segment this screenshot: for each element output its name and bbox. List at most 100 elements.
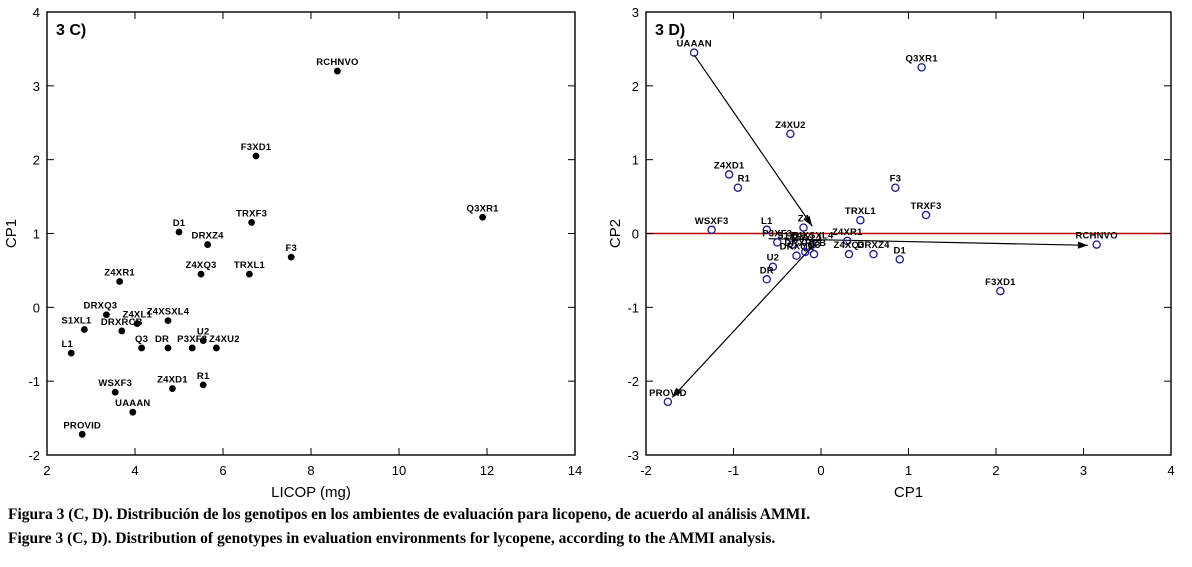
point-label: F3XD1 (241, 142, 272, 153)
point-label: S1XL1 (61, 315, 92, 326)
point-label: WSXF3 (98, 378, 132, 389)
point-label: Z4XR1 (104, 267, 135, 278)
point-label: DR (760, 265, 774, 276)
point-label: D1 (173, 218, 186, 229)
data-point-marker (799, 223, 808, 232)
vector-arrowhead-icon (672, 387, 682, 398)
point-label: TRXF3 (236, 208, 267, 219)
caption-english: Figure 3 (C, D). Distribution of genotyp… (8, 530, 776, 548)
x-tick-label: -2 (640, 463, 652, 478)
data-point-marker (733, 183, 743, 192)
x-axis-label: CP1 (894, 484, 923, 501)
x-tick-label: 12 (480, 463, 494, 478)
y-tick-label: 3 (632, 5, 639, 20)
data-point-marker (334, 67, 341, 75)
y-tick-label: 2 (33, 153, 40, 168)
y-axis-label: CP2 (607, 219, 624, 248)
point-label: U2 (767, 253, 780, 264)
point-label: R1 (738, 174, 751, 185)
data-point-marker (803, 242, 813, 252)
data-point-marker (116, 278, 123, 285)
data-point-marker (1092, 240, 1101, 249)
point-label: DRXQ3 (780, 242, 814, 253)
point-label: Z4XD1 (157, 375, 188, 386)
scatter-plot-3d: -2 -1 0 1 2 3 4-3-2-10123UAAANQ3XR1Z4XU2Z4XD1R… (607, 5, 1175, 501)
data-point-marker (199, 381, 207, 389)
point-label: Z4XQ3 (185, 260, 216, 271)
data-point-marker (287, 253, 295, 261)
data-point-marker (792, 251, 801, 260)
point-label: Z4XQ3 (833, 240, 864, 251)
point-label: Q3XR1 (467, 203, 500, 214)
vector-arrowhead-icon (803, 215, 813, 227)
data-point-marker (164, 344, 172, 352)
data-point-marker (246, 270, 253, 278)
vector-arrowhead-icon (1077, 241, 1088, 249)
data-point-marker (689, 48, 699, 57)
point-label: Z4XD1 (714, 160, 745, 171)
y-tick-label: -3 (627, 448, 639, 463)
data-point-marker (199, 337, 207, 344)
y-tick-label: 3 (33, 79, 40, 94)
data-point-marker (78, 430, 86, 438)
data-point-marker (67, 349, 75, 357)
point-label: Z4XL1 (122, 310, 152, 321)
environment-vector (693, 54, 813, 227)
data-point-marker (248, 219, 256, 226)
x-tick-label: -1 (728, 463, 740, 478)
y-tick-label: -1 (627, 300, 639, 315)
data-point-marker (129, 408, 137, 416)
data-point-marker (133, 320, 141, 327)
data-point-marker (663, 397, 673, 407)
point-label: Z4 (798, 214, 810, 225)
data-point-marker (204, 241, 212, 248)
point-label: DRXZ4 (857, 240, 890, 251)
data-point-marker (996, 286, 1005, 296)
point-label: S1XL1 (777, 231, 808, 242)
data-point-marker (809, 249, 819, 259)
point-label: PROVID (649, 388, 687, 399)
y-tick-label: 1 (632, 153, 639, 168)
point-label: F3 (285, 243, 297, 254)
x-tick-label: 2 (43, 463, 50, 478)
x-tick-label: 8 (307, 463, 314, 478)
point-label: Z4XL1 (793, 233, 823, 244)
y-tick-label: -2 (627, 374, 639, 389)
environment-vector (671, 236, 822, 398)
point-label: Z4XSXL4 (791, 231, 834, 242)
y-tick-label: 2 (632, 79, 639, 94)
data-point-marker (213, 344, 220, 352)
x-tick-label: 2 (992, 463, 999, 478)
data-point-marker (762, 225, 771, 235)
data-point-marker (724, 170, 734, 179)
data-point-marker (188, 344, 196, 352)
y-axis-label: CP1 (3, 219, 20, 248)
point-label: DRXRCB (101, 317, 143, 328)
data-point-marker (917, 63, 926, 72)
point-label: DRXRCB (784, 238, 826, 249)
y-tick-label: 4 (33, 5, 40, 20)
point-label: F3 (890, 174, 902, 185)
y-tick-label: 1 (33, 227, 40, 242)
data-point-marker (869, 249, 878, 259)
data-point-marker (762, 275, 771, 284)
point-label: P3XF3 (762, 228, 792, 239)
point-label: Z4XSXL4 (147, 307, 190, 318)
data-point-marker (169, 385, 176, 392)
data-point-marker (895, 255, 904, 264)
data-point-marker (807, 240, 817, 249)
point-label: TRXF3 (910, 201, 941, 212)
point-label: P3XF3 (177, 334, 207, 345)
x-tick-label: 1 (905, 463, 912, 478)
data-point-marker (479, 213, 486, 221)
point-label: WSXF3 (695, 216, 729, 227)
data-point-marker (81, 326, 88, 333)
x-tick-label: 14 (568, 463, 582, 478)
y-tick-label: -2 (28, 448, 40, 463)
point-label: L1 (61, 339, 73, 350)
data-point-marker (197, 270, 205, 278)
data-point-marker (103, 311, 110, 319)
data-point-marker (856, 215, 865, 225)
scatter-plot-3c: 2 4 6 8 10 12 14-2-101234RCHNVOF3XD1Q3XR1TRXF3… (3, 5, 582, 501)
point-label: Z4XU2 (775, 120, 806, 131)
